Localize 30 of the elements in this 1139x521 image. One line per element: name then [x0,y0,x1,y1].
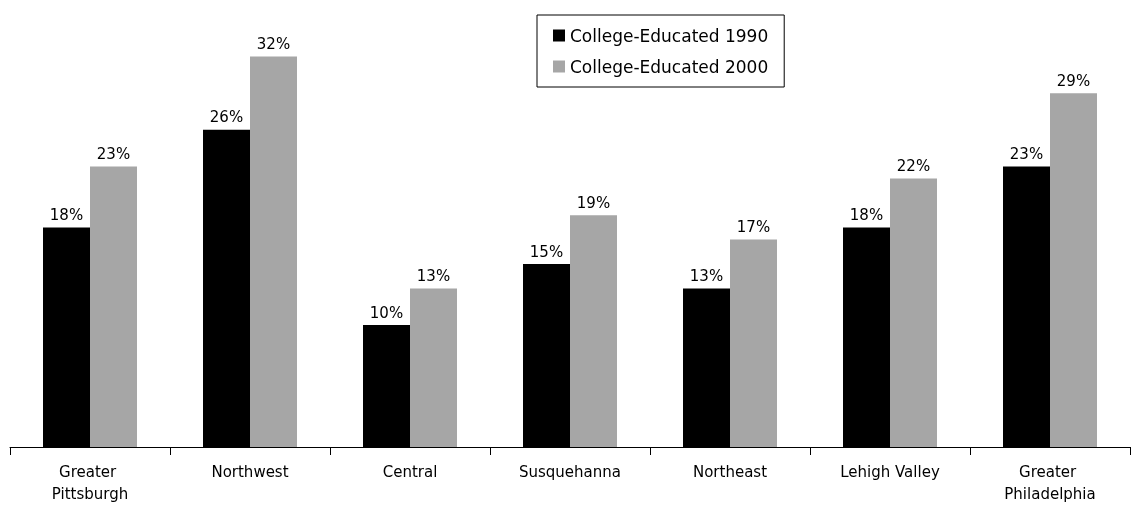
bar [1050,93,1097,447]
data-label: 29% [1056,71,1091,90]
legend-label: College-Educated 2000 [570,56,769,77]
x-tick-label: Greater Philadelphia [1004,463,1096,503]
data-label: 13% [416,266,451,285]
bar [890,178,937,447]
data-label: 23% [96,144,131,163]
data-label: 26% [209,108,244,127]
x-tick-label: Lehigh Valley [840,463,940,481]
data-label: 10% [369,303,404,322]
bar [250,56,297,447]
data-label: 19% [576,193,611,212]
data-label: 17% [736,218,771,237]
bar [730,239,777,447]
legend-label: College-Educated 1990 [570,25,769,46]
x-tick-label: Central [382,463,438,481]
data-label: 18% [49,205,84,224]
bar [410,288,457,447]
bar [90,166,137,447]
bar [570,215,617,447]
x-tick-label: Susquehanna [518,463,622,481]
data-label: 32% [256,35,291,54]
data-label: 23% [1009,144,1044,163]
data-label: 22% [896,157,931,176]
data-label: 13% [689,266,724,285]
data-label: 18% [849,205,884,224]
x-tick-label: Northwest [211,463,289,481]
x-tick-label: Greater Pittsburgh [51,463,129,503]
data-label: 15% [529,242,564,261]
x-tick-label: Northeast [692,463,768,481]
